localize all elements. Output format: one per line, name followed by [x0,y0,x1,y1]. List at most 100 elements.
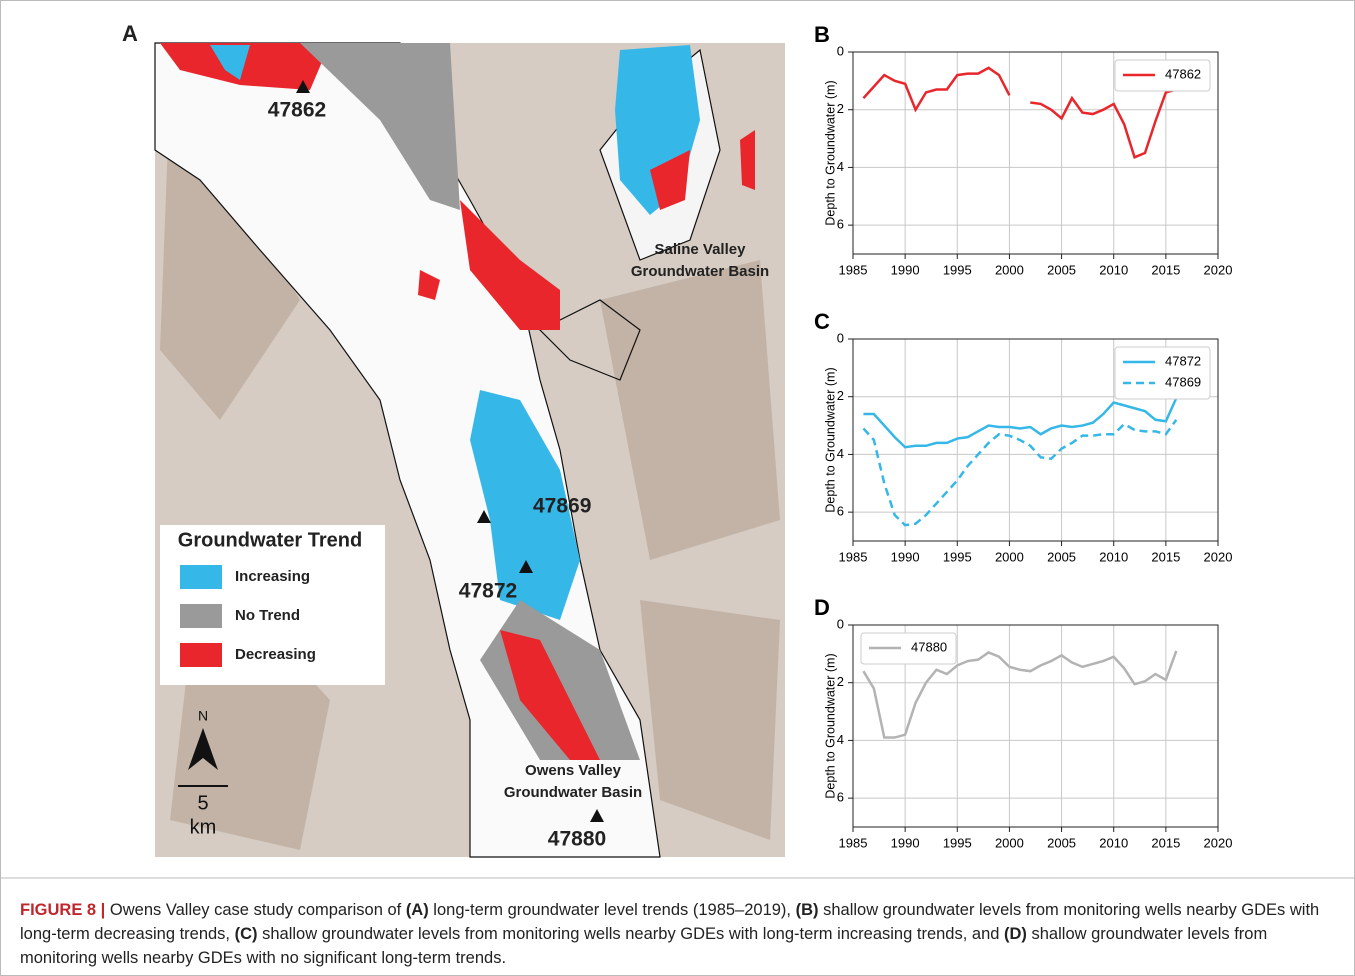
basin-label: Owens Valley [525,762,622,779]
well-marker [590,809,604,822]
plot-frame [852,338,1219,542]
x-tick-label: 2020 [1204,262,1233,277]
x-tick-label: 2000 [995,549,1024,564]
chart: D 1985 1990 1995 2000 2005 2010 2015 2020 0 2 4 6Dep… [814,595,1232,851]
legend-box [860,632,957,665]
panel-label: B [814,22,830,47]
north-arrow [188,728,218,770]
legend-label: No Trend [235,607,300,624]
y-axis-label: Depth to Groundwater (m) [823,80,837,225]
caption-text: shallow groundwater levels from monitori… [20,925,1268,967]
x-tick-label: 1990 [891,835,920,850]
panel-label: D [814,595,830,620]
x-tick-label: 1995 [943,262,972,277]
north-label: N [198,708,208,724]
caption-text: (B) [795,901,819,919]
well-marker [296,80,310,93]
x-tick-label: 2010 [1099,262,1128,277]
x-tick-label: 2000 [995,262,1024,277]
x-tick-label: 1985 [839,262,868,277]
x-tick-label: 2015 [1151,835,1180,850]
trend-patch [470,390,580,620]
basin-label: Saline Valley [655,241,747,258]
terrain-shade [160,90,780,850]
series-line [862,66,1177,160]
panel-label: C [814,309,830,334]
x-tick-label: 2000 [995,835,1024,850]
outline [538,299,641,381]
trend-patch [460,200,560,330]
legend-label: 47862 [1165,66,1201,81]
x-tick-label: 2010 [1099,835,1128,850]
x-tick-label: 2005 [1047,262,1076,277]
legend-label: 47880 [911,639,947,654]
caption-text: shallow groundwater levels from monitori… [257,925,1005,943]
x-tick-label: 1985 [839,835,868,850]
y-tick-label: 0 [837,43,844,58]
trend-patches [160,43,755,760]
trend-patch [650,150,690,210]
trend-patch [500,630,600,760]
trend-patch [210,45,250,80]
y-tick-label: 6 [837,504,844,519]
map: 47862 47869 47872 47880 Saline Valley Groundw… [122,21,785,858]
y-tick-label: 6 [837,217,844,232]
y-tick-label: 2 [837,674,844,689]
caption-text: (C) [234,925,258,943]
caption-text: (A) [405,901,429,919]
trend-patch [160,43,330,90]
x-tick-label: 2015 [1151,262,1180,277]
scale-label: 5 [197,792,208,814]
y-tick-label: 0 [837,330,844,345]
series-line [862,419,1178,527]
well-label: 47869 [533,495,591,518]
well-label: 47862 [268,99,326,122]
plot-frame [852,51,1219,255]
x-tick-label: 1990 [891,549,920,564]
trend-patch [418,270,440,300]
legend-box [1114,346,1211,400]
chart: C 1985 1990 1995 2000 2005 2010 2015 2020 0 2 4 6Dep… [814,309,1232,565]
figure: 47862 47869 47872 47880 Saline Valley Groundw… [0,21,1355,879]
plot-frame [852,624,1219,828]
x-tick-label: 2020 [1204,549,1233,564]
series-line [862,650,1178,739]
x-tick-label: 2015 [1151,549,1180,564]
trend-patch [300,43,460,210]
scale-label: km [190,816,217,838]
x-tick-label: 2005 [1047,549,1076,564]
y-tick-label: 2 [837,101,844,116]
series-line [863,397,1178,449]
x-tick-label: 1995 [943,549,972,564]
well-label: 47872 [459,580,517,603]
legend-label: 47869 [1165,374,1201,389]
x-tick-label: 1990 [891,262,920,277]
legend-swatch [180,604,222,628]
well-label: 47880 [548,828,606,851]
legend-swatch [180,565,222,589]
caption-label: FIGURE 8 | [20,901,106,919]
caption-text: (D) [1004,925,1027,943]
y-tick-label: 2 [837,388,844,403]
legend-swatch [180,643,222,667]
caption-text: shallow groundwater levels from monitori… [20,901,1320,943]
y-tick-label: 0 [837,616,844,631]
legend-box [1114,59,1211,92]
caption: FIGURE 8 | Owens Valley case study compa… [20,898,1330,970]
legend-label: Decreasing [235,646,316,663]
panel-label: A [122,21,138,46]
chart: B 1985 1990 1995 2000 2005 2010 2015 2020 0 2 4 6Dep… [814,22,1232,278]
x-tick-label: 1985 [839,549,868,564]
basin-label: Groundwater Basin [504,784,642,801]
x-tick-label: 2005 [1047,835,1076,850]
caption-text: long-term groundwater level trends (1985… [428,901,796,919]
y-axis-label: Depth to Groundwater (m) [823,653,837,798]
trend-patch [740,130,755,190]
well-marker [477,510,491,523]
y-tick-label: 4 [837,732,844,747]
y-axis-label: Depth to Groundwater (m) [823,367,837,512]
x-tick-label: 1995 [943,835,972,850]
y-tick-label: 6 [837,790,844,805]
